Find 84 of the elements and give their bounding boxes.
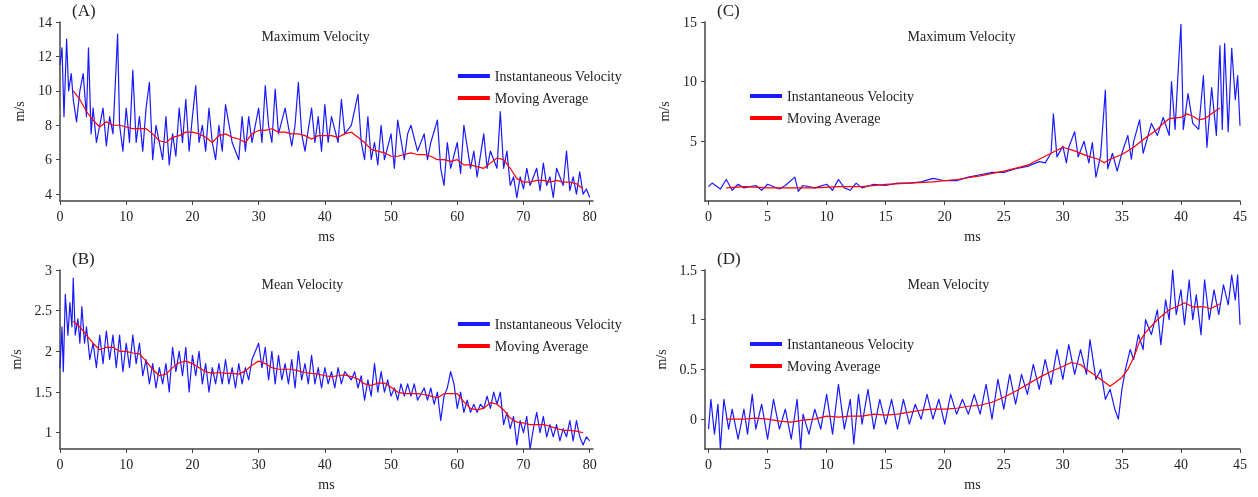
x-tick-label: 10 — [119, 208, 134, 224]
y-tick-label: 1.5 — [679, 262, 697, 278]
x-tick-label: 50 — [384, 456, 399, 472]
legend-label: Instantaneous Velocity — [494, 316, 622, 332]
x-axis-title: ms — [318, 476, 335, 492]
x-tick-label: 10 — [819, 208, 834, 224]
x-tick-label: 60 — [450, 208, 465, 224]
x-tick-label: 5 — [764, 456, 772, 472]
x-tick-label: 80 — [582, 208, 597, 224]
y-tick-label: 10 — [683, 74, 697, 90]
legend-label: Moving Average — [787, 110, 881, 126]
y-tick-label: 2 — [45, 343, 52, 359]
x-axis-title: ms — [318, 228, 335, 244]
x-tick-label: 80 — [582, 456, 597, 472]
x-tick-label: 0 — [56, 208, 64, 224]
x-tick-label: 45 — [1233, 208, 1247, 224]
y-tick-label: 0 — [690, 411, 697, 427]
x-tick-label: 40 — [1173, 208, 1188, 224]
y-tick-label: 10 — [38, 83, 52, 99]
legend-label: Moving Average — [494, 338, 589, 354]
text: (C) — [717, 1, 740, 20]
x-tick-label: 30 — [1055, 456, 1070, 472]
chart-title: Mean Velocity — [907, 276, 990, 292]
x-tick-label: 40 — [317, 456, 332, 472]
x-tick-label: 40 — [317, 208, 332, 224]
x-axis-title: ms — [964, 228, 981, 244]
x-tick-label: 0 — [705, 208, 713, 224]
y-axis-title: m/s — [9, 349, 25, 370]
y-tick-label: 1 — [690, 312, 697, 328]
x-tick-label: 25 — [996, 208, 1011, 224]
x-tick-label: 0 — [56, 456, 64, 472]
y-axis-title: m/s — [656, 101, 672, 122]
y-tick-label: 8 — [45, 117, 52, 133]
x-tick-label: 70 — [516, 208, 531, 224]
x-tick-label: 25 — [996, 456, 1011, 472]
legend-label: Instantaneous Velocity — [494, 68, 622, 84]
x-tick-label: 20 — [937, 456, 952, 472]
chart-title: Maximum Velocity — [261, 28, 370, 44]
y-tick-label: 12 — [38, 48, 52, 64]
x-tick-label: 40 — [1173, 456, 1188, 472]
x-tick-label: 10 — [119, 456, 134, 472]
x-tick-label: 70 — [516, 456, 531, 472]
line-series — [725, 302, 1221, 423]
text: (B) — [72, 249, 95, 268]
x-tick-label: 20 — [937, 208, 952, 224]
chart-title: Maximum Velocity — [907, 28, 1016, 44]
x-tick-label: 20 — [185, 208, 200, 224]
legend-label: Instantaneous Velocity — [787, 88, 914, 104]
x-tick-label: 30 — [251, 456, 266, 472]
line-series — [707, 23, 1241, 193]
x-tick-label: 35 — [1114, 456, 1129, 472]
x-axis-title: ms — [964, 476, 981, 492]
x-tick-label: 0 — [705, 456, 713, 472]
y-tick-label: 1 — [45, 425, 52, 441]
x-tick-label: 60 — [450, 456, 465, 472]
x-tick-label: 30 — [1055, 208, 1070, 224]
chart-title: Mean Velocity — [261, 276, 344, 292]
x-tick-label: 30 — [251, 208, 266, 224]
text: (A) — [72, 1, 96, 20]
legend-label: Moving Average — [494, 90, 589, 106]
x-tick-label: 50 — [384, 208, 399, 224]
y-axis-title: m/s — [11, 101, 27, 122]
y-axis-title: m/s — [654, 349, 670, 370]
line-series — [725, 107, 1221, 189]
x-tick-label: 20 — [185, 456, 200, 472]
y-tick-label: 4 — [45, 186, 52, 202]
y-tick-label: 14 — [38, 14, 52, 30]
x-tick-label: 45 — [1233, 456, 1247, 472]
x-tick-label: 15 — [878, 208, 893, 224]
x-tick-label: 5 — [764, 208, 772, 224]
line-series — [707, 269, 1241, 450]
y-tick-label: 6 — [45, 152, 52, 168]
legend-label: Moving Average — [787, 358, 881, 374]
y-tick-label: 5 — [690, 133, 697, 149]
y-tick-label: 2.5 — [34, 303, 52, 319]
y-tick-label: 1.5 — [34, 384, 52, 400]
x-tick-label: 35 — [1114, 208, 1129, 224]
x-tick-label: 15 — [878, 456, 893, 472]
x-tick-label: 10 — [819, 456, 834, 472]
y-tick-label: 0.5 — [679, 361, 697, 377]
text: (D) — [717, 249, 741, 268]
y-tick-label: 3 — [45, 262, 52, 278]
legend-label: Instantaneous Velocity — [787, 336, 914, 352]
y-tick-label: 15 — [683, 14, 697, 30]
